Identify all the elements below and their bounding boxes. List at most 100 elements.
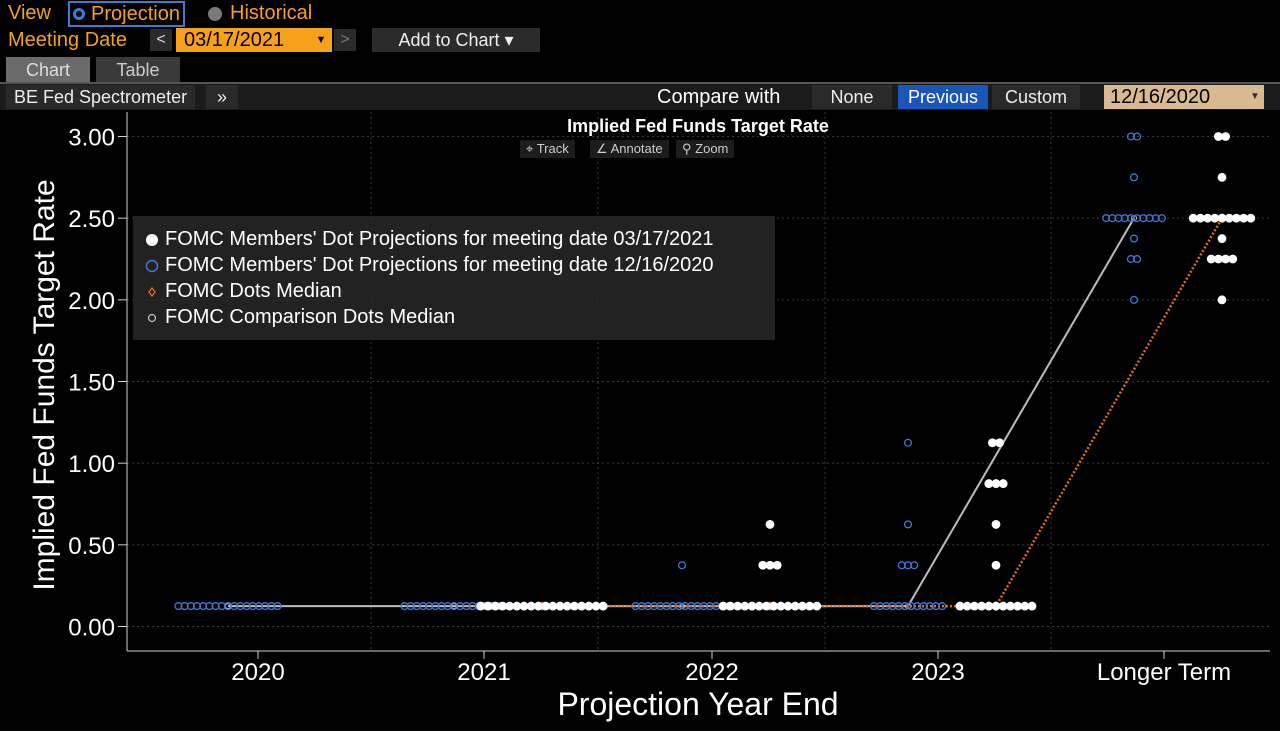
expand-button[interactable]: » xyxy=(206,85,238,109)
current-dot xyxy=(1006,601,1015,611)
chart-title: Implied Fed Funds Target Rate xyxy=(567,116,829,136)
current-dot xyxy=(1232,213,1241,223)
meeting-date-input[interactable]: 03/17/2021 xyxy=(176,28,310,52)
current-dot xyxy=(483,601,493,611)
x-tick-label: 2023 xyxy=(911,659,964,686)
current-dot xyxy=(984,479,994,488)
current-dot xyxy=(984,601,994,611)
current-dot xyxy=(548,601,558,611)
date-dropdown-icon[interactable]: ▼ xyxy=(310,28,332,52)
current-dot xyxy=(776,601,786,611)
current-dot xyxy=(747,601,757,611)
compare-date-input[interactable]: 12/16/2020 xyxy=(1104,85,1246,109)
add-to-chart-button[interactable]: Add to Chart ▾ xyxy=(372,28,540,52)
x-tick-label: Longer Term xyxy=(1097,659,1231,686)
compare-custom-button[interactable]: Custom xyxy=(992,85,1080,109)
compare-none-button[interactable]: None xyxy=(812,85,892,109)
current-dot xyxy=(718,601,728,611)
y-tick-label: 0.00 xyxy=(68,615,115,642)
magnifier-icon: ⚲ xyxy=(682,141,692,156)
current-dot xyxy=(754,601,764,611)
diamond-icon xyxy=(148,286,156,297)
y-tick-label: 1.50 xyxy=(68,370,115,397)
current-dot xyxy=(998,479,1008,488)
current-dot xyxy=(955,601,965,611)
current-dot xyxy=(991,560,1001,570)
track-tool[interactable]: ⌖ Track xyxy=(520,140,575,158)
tab-table[interactable]: Table xyxy=(96,57,180,83)
previous-dot xyxy=(1157,214,1166,223)
prev-date-button[interactable]: < xyxy=(150,29,172,51)
current-dot xyxy=(541,601,550,611)
current-dot xyxy=(1214,254,1223,264)
x-tick-label: 2021 xyxy=(457,659,510,686)
next-date-button[interactable]: > xyxy=(334,29,356,51)
compare-date-dropdown-icon[interactable]: ▼ xyxy=(1246,85,1264,109)
current-dot xyxy=(526,601,536,611)
current-dot xyxy=(1228,254,1238,264)
historical-label: Historical xyxy=(230,2,313,24)
legend-item-comparison-median[interactable]: FOMC Comparison Dots Median xyxy=(145,306,455,329)
study-selector[interactable]: BE Fed Spectrometer xyxy=(6,85,196,109)
historical-radio[interactable]: Historical xyxy=(208,2,312,25)
compare-with-label: Compare with xyxy=(657,86,781,108)
projection-radio[interactable]: Projection xyxy=(68,1,185,27)
x-axis-label: Projection Year End xyxy=(557,686,839,722)
current-dot xyxy=(1217,172,1227,182)
current-dot xyxy=(970,601,979,611)
view-label: View xyxy=(8,2,51,24)
previous-dot xyxy=(677,561,687,570)
current-dot xyxy=(1217,234,1227,243)
current-dot xyxy=(805,601,814,611)
y-tick-label: 2.00 xyxy=(68,288,115,315)
current-dot xyxy=(1239,213,1248,223)
previous-dot xyxy=(910,561,919,570)
current-dot xyxy=(1217,213,1227,223)
current-dot xyxy=(1221,254,1230,264)
current-dot xyxy=(1246,213,1256,223)
chart-legend: FOMC Members' Dot Projections for meetin… xyxy=(133,216,775,340)
legend-label: FOMC Comparison Dots Median xyxy=(165,306,456,328)
legend-item-median[interactable]: FOMC Dots Median xyxy=(145,280,342,303)
previous-dot xyxy=(1129,173,1139,182)
previous-dot xyxy=(903,520,913,529)
current-dot xyxy=(812,601,822,611)
meeting-date-label: Meeting Date xyxy=(8,29,127,51)
current-dot xyxy=(1210,213,1220,223)
current-dot xyxy=(1188,213,1198,223)
legend-item-previous[interactable]: FOMC Members' Dot Projections for meetin… xyxy=(145,254,714,277)
x-tick-label: 2020 xyxy=(231,659,284,686)
y-tick-label: 2.50 xyxy=(68,206,115,233)
annotate-tool[interactable]: ∠ Annotate xyxy=(590,140,669,158)
current-dot xyxy=(1217,295,1227,305)
current-dot xyxy=(765,520,775,529)
current-dot xyxy=(988,438,997,448)
current-dot xyxy=(998,601,1008,611)
current-dot xyxy=(1020,601,1030,611)
annotate-label: Annotate xyxy=(610,141,663,156)
current-dot xyxy=(534,601,543,611)
track-label: Track xyxy=(536,141,569,156)
current-dot xyxy=(1013,601,1022,611)
current-dot xyxy=(733,601,742,611)
current-dot xyxy=(758,560,768,570)
legend-item-current[interactable]: FOMC Members' Dot Projections for meetin… xyxy=(145,228,714,251)
previous-dot xyxy=(938,602,947,611)
current-dot xyxy=(798,601,807,611)
crosshair-icon: ⌖ xyxy=(526,141,534,156)
hollow-dot-icon xyxy=(145,259,159,272)
radio-selected-icon xyxy=(73,8,85,20)
previous-dot xyxy=(273,602,282,611)
current-dot xyxy=(570,601,579,611)
radio-unselected-icon xyxy=(208,6,222,21)
zoom-tool[interactable]: ⚲ Zoom xyxy=(676,140,735,158)
legend-label: FOMC Members' Dot Projections for meetin… xyxy=(165,254,714,276)
current-dot xyxy=(726,601,735,611)
y-tick-label: 0.50 xyxy=(68,533,115,560)
tab-chart[interactable]: Chart xyxy=(6,57,90,83)
previous-dot xyxy=(1129,295,1139,304)
current-dot xyxy=(790,601,800,611)
current-dot xyxy=(991,520,1001,529)
compare-previous-button[interactable]: Previous xyxy=(898,85,988,109)
